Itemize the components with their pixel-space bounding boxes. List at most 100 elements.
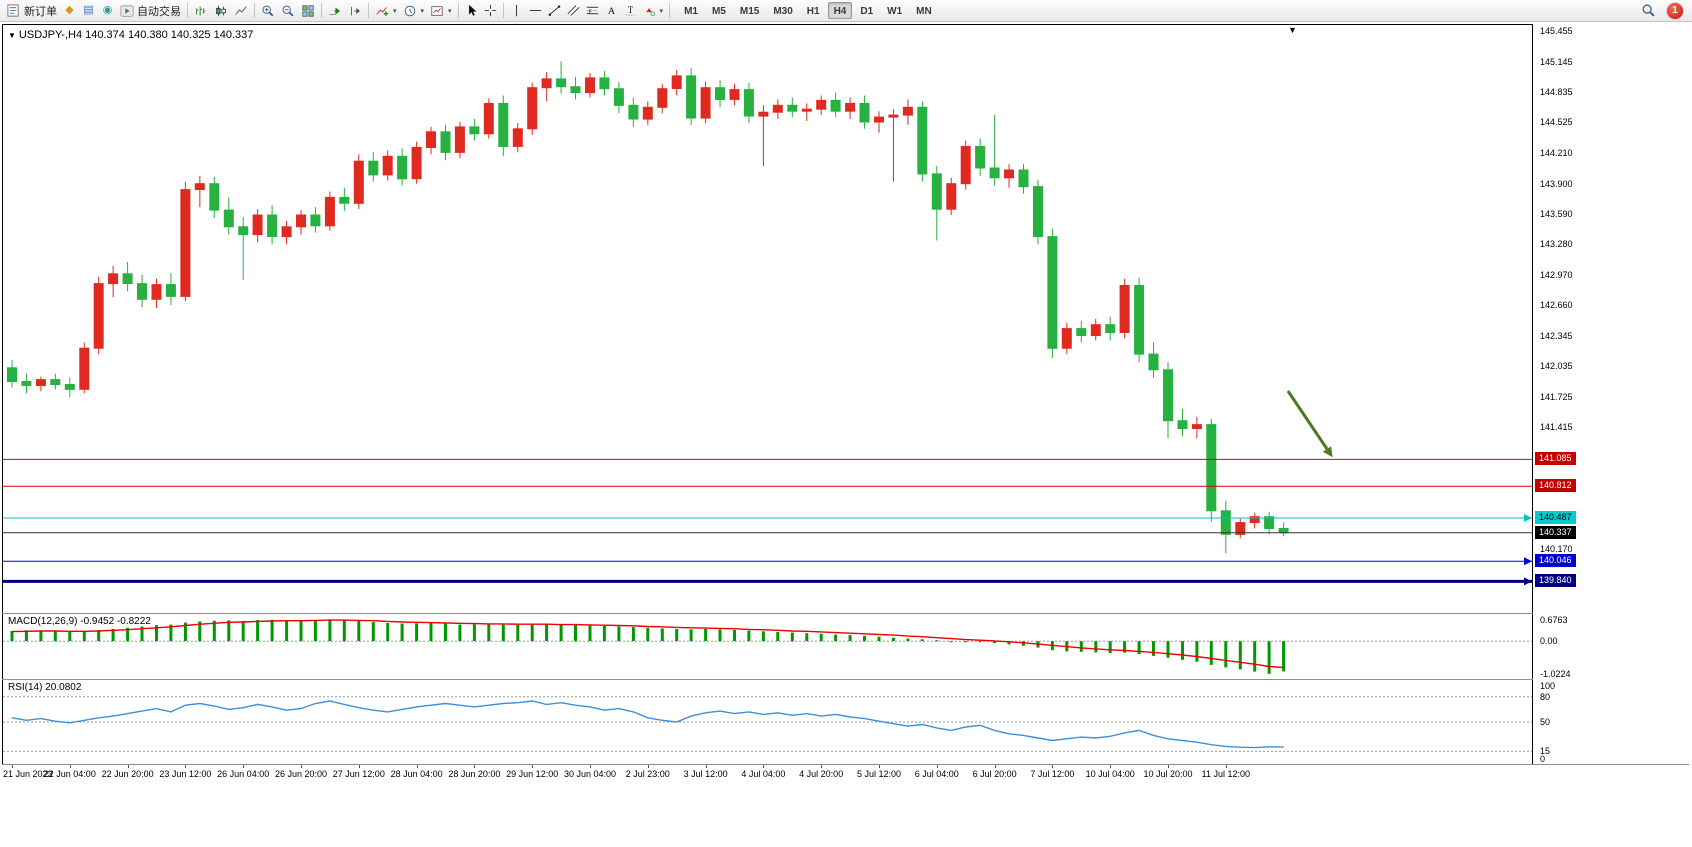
candlestick-chart-button[interactable] [211,1,231,20]
candle-body [931,173,942,210]
candle-body [353,160,364,204]
candle-body [1249,516,1260,524]
timeframe-button-D1[interactable]: D1 [854,2,879,19]
pane-separator-macd[interactable] [2,613,1689,614]
bar-chart-button[interactable] [191,1,211,20]
macd-histogram-bar [285,620,289,642]
notification-badge[interactable]: 1 [1667,2,1683,19]
auto-scroll-button[interactable] [325,1,345,20]
macd-histogram-bar [1152,641,1155,656]
fibonacci-tool-button[interactable]: F [583,1,602,20]
candle-body [1090,324,1101,337]
templates-button[interactable]: ▾ [427,1,455,20]
candle-body [1061,328,1072,349]
auto-trading-label: 自动交易 [137,5,181,18]
timeframe-button-H1[interactable]: H1 [801,2,826,19]
line-anchor-icon[interactable] [1524,557,1532,566]
price-scale[interactable]: 145.455 145.145 144.835 144.525 144.210 143.9… [1533,24,1689,764]
macd-histogram-bar [400,623,404,642]
price-badge-139.840: 139.840 [1535,574,1576,588]
bar-chart-icon [196,6,206,15]
navigator-button[interactable]: ◉ [98,1,117,20]
symbol-collapse-icon[interactable]: ▼ [8,31,16,40]
annotation-arrow[interactable] [1286,390,1329,450]
macd-histogram-bar [183,622,187,642]
candle-body [180,189,191,297]
search-button[interactable] [1638,1,1659,20]
candle-body [1235,522,1246,535]
current-price-badge: 140.337 [1535,525,1576,539]
timeframe-button-H4[interactable]: H4 [827,2,853,19]
candle-body [397,155,408,180]
candle-body [960,146,971,185]
price-scale-divider[interactable] [1532,24,1533,764]
equidistant-channel-tool-button[interactable] [564,1,583,20]
periods-button[interactable]: ▾ [400,1,428,20]
trendline-tool-button[interactable] [545,1,564,20]
macd-histogram-bar [646,627,650,642]
line-anchor-icon[interactable] [1524,577,1532,586]
timeframe-button-M5[interactable]: M5 [706,2,732,19]
time-label: 26 Jun 04:00 [217,769,270,779]
candle-body [1076,328,1087,337]
candle-body [1134,285,1145,355]
svg-text:T: T [627,5,633,15]
time-label: 4 Jul 20:00 [799,769,844,779]
text-label-icon: T [625,5,635,16]
time-label: 22 Jun 04:00 [43,769,96,779]
rsi-scale-label: 100 [1540,681,1556,691]
annotation-arrowhead-icon[interactable] [1322,446,1333,458]
macd-histogram-bar [198,621,202,642]
chart-shift-marker-icon[interactable]: ▼ [1288,25,1297,35]
vertical-line-tool-button[interactable] [507,1,526,20]
candle-body [715,87,725,101]
candle-body [975,146,986,169]
timeframe-button-M30[interactable]: M30 [767,2,798,19]
candle-body [1033,186,1043,238]
toolbar-separator [669,3,671,18]
timeframe-button-M1[interactable]: M1 [678,2,704,19]
market-watch-button[interactable]: ◆ [60,1,79,20]
pane-separator-rsi[interactable] [2,679,1689,680]
candle-body [758,111,769,117]
time-label: 29 Jun 12:00 [506,769,559,779]
text-tool-button[interactable]: A [602,1,621,20]
rsi-scale-label: 50 [1540,717,1551,727]
cursor-button[interactable] [462,1,481,20]
macd-histogram-bar [848,635,852,642]
text-tool-icon: A [608,6,615,17]
candle-body [209,183,220,211]
candle-body [743,89,754,117]
chart-frame-left [2,24,3,764]
macd-histogram-bar [530,624,534,642]
timeframe-button-MN[interactable]: MN [910,2,938,19]
new-order-button[interactable]: 新订单 [3,1,60,20]
macd-histogram-bar [357,621,361,642]
candle-body [729,89,740,100]
tile-windows-button[interactable] [298,1,318,20]
line-chart-button[interactable] [231,1,251,20]
candle-body [108,273,119,285]
rsi-scale-label: 0 [1540,754,1546,764]
text-label-tool-button[interactable]: T [621,1,640,20]
timeframe-button-M15[interactable]: M15 [734,2,765,19]
zoom-out-button[interactable] [278,1,298,20]
macd-histogram-bar [1282,641,1286,672]
chart-shift-button[interactable] [345,1,365,20]
zoom-in-icon [262,5,274,16]
line-anchor-icon[interactable] [1524,514,1532,522]
crosshair-button[interactable] [481,1,500,20]
data-window-button[interactable]: ▤ [79,1,98,20]
timeframe-button-W1[interactable]: W1 [881,2,908,19]
time-axis[interactable]: 21 Jun 2023 22 Jun 04:00 22 Jun 20:00 23 Ju… [3,765,1689,782]
macd-histogram-bar [1079,641,1083,652]
indicators-button[interactable]: ▾ [372,1,400,20]
time-tick [821,765,823,768]
candle-body [1148,353,1159,371]
zoom-in-button[interactable] [258,1,278,20]
arrows-tool-button[interactable]: ▾ [640,1,667,20]
horizontal-line-tool-button[interactable] [526,1,545,20]
auto-trading-button[interactable]: 自动交易 [117,1,184,20]
new-order-label: 新订单 [24,5,57,18]
macd-histogram-bar [169,624,173,642]
